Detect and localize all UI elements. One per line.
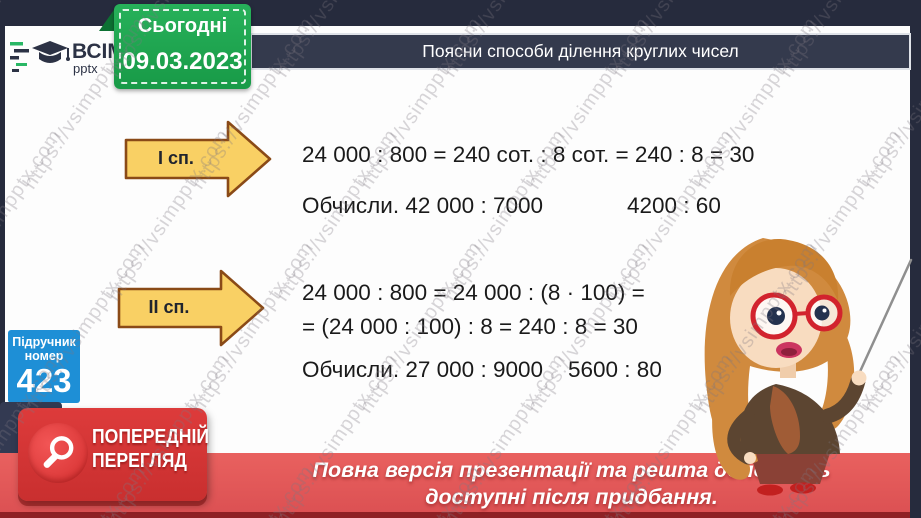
- slide-title: Поясни способи ділення круглих чисел: [422, 41, 739, 61]
- method1-task: Обчисли. 42 000 : 7000: [302, 193, 544, 218]
- method2-equation-line2: = (24 000 : 100) : 8 = 240 : 8 = 30: [302, 314, 638, 339]
- method1-arrow-label: І сп.: [158, 148, 194, 168]
- magnifier-badge: [28, 423, 88, 483]
- vsim-pptx-logo: ВСІМ pptx: [10, 36, 125, 82]
- slide-title-bar: Поясни способи ділення круглих чисел: [250, 33, 911, 70]
- preview-button-line2: ПЕРЕГЛЯД: [92, 450, 187, 472]
- textbook-number-badge: Підручник номер 423: [8, 330, 80, 403]
- method1-task2: 4200 : 60: [627, 193, 721, 218]
- date-badge-dashed-border: [119, 9, 246, 84]
- method2-task2: 5600 : 80: [568, 357, 662, 382]
- textbook-badge-number: 423: [16, 362, 72, 399]
- textbook-badge-word2: номер: [24, 349, 64, 363]
- preview-button-line1: ПОПЕРЕДНІЙ: [92, 426, 209, 448]
- footer-line2: доступні після придбання.: [425, 485, 718, 509]
- method2-arrow-right-icon: [117, 269, 265, 347]
- logo-subtitle: pptx: [73, 61, 98, 76]
- preview-button[interactable]: ПОПЕРЕДНІЙ ПЕРЕГЛЯД: [18, 408, 209, 501]
- date-badge-date: 09.03.2023: [122, 48, 243, 75]
- method2-arrow-label: ІІ сп.: [148, 297, 190, 317]
- magnifier-icon: [43, 436, 74, 468]
- date-badge-label: Сьогодні: [137, 15, 228, 37]
- graduation-cap-icon: ВСІМ pptx: [10, 40, 125, 76]
- method2-task: Обчисли. 27 000 : 9000: [302, 357, 544, 382]
- date-badge: Сьогодні 09.03.2023: [114, 4, 251, 89]
- footer-bottom-strip: [0, 512, 910, 518]
- textbook-badge-word1: Підручник: [12, 335, 76, 349]
- method1-arrow-right-icon: [124, 120, 272, 198]
- method2-equation-line1: 24 000 : 800 = 24 000 : (8 · 100) =: [302, 280, 645, 305]
- logo-title: ВСІМ: [72, 40, 122, 63]
- pointer-stick: [856, 258, 913, 378]
- method1-equation: 24 000 : 800 = 240 сот. : 8 сот. = 240 :…: [302, 142, 755, 167]
- teacher-illustration: [704, 238, 913, 496]
